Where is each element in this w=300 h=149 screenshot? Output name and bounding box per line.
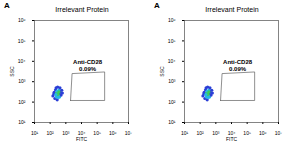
svg-text:Anti-CD28: Anti-CD28 [73,59,103,65]
svg-text:0.09%: 0.09% [229,66,247,72]
svg-text:10⁶: 10⁶ [168,17,176,23]
svg-text:10⁶: 10⁶ [109,130,117,136]
html-text:Irrelevant Protein: Irrelevant Protein [55,6,109,13]
svg-text:10³: 10³ [212,130,220,136]
svg-text:SSC: SSC [9,66,15,77]
svg-text:10⁶: 10⁶ [259,130,267,136]
svg-text:10⁵: 10⁵ [93,130,101,136]
svg-text:10⁴: 10⁴ [168,58,176,64]
svg-text:10³: 10³ [62,130,70,136]
svg-text:10³: 10³ [18,78,26,84]
svg-text:10²: 10² [18,99,26,105]
svg-text:0.09%: 0.09% [79,66,97,72]
svg-text:10⁴: 10⁴ [77,130,86,137]
html-text:Irrelevant Protein: Irrelevant Protein [205,6,259,13]
svg-text:FITC: FITC [76,136,87,142]
svg-text:10⁶: 10⁶ [18,17,26,23]
svg-text:10¹: 10¹ [18,119,26,125]
svg-text:10⁴: 10⁴ [227,130,236,137]
svg-text:FITC: FITC [226,136,237,142]
svg-text:10¹: 10¹ [181,130,189,136]
svg-text:Anti-CD28: Anti-CD28 [223,59,253,65]
svg-text:10⁴: 10⁴ [18,58,26,64]
svg-text:10³: 10³ [168,78,176,84]
svg-text:10¹: 10¹ [168,119,176,125]
html-text:A: A [4,1,10,10]
svg-text:10²: 10² [47,130,55,136]
svg-text:10⁵: 10⁵ [18,38,26,44]
svg-text:10¹: 10¹ [31,130,39,136]
svg-text:10²: 10² [197,130,205,136]
svg-text:10⁷: 10⁷ [125,130,133,136]
svg-text:10⁵: 10⁵ [243,130,251,136]
html-text:A: A [154,1,160,10]
svg-text:10²: 10² [168,99,176,105]
svg-text:SSC: SSC [159,66,165,77]
svg-text:10⁵: 10⁵ [168,38,176,44]
svg-text:10⁷: 10⁷ [275,130,283,136]
